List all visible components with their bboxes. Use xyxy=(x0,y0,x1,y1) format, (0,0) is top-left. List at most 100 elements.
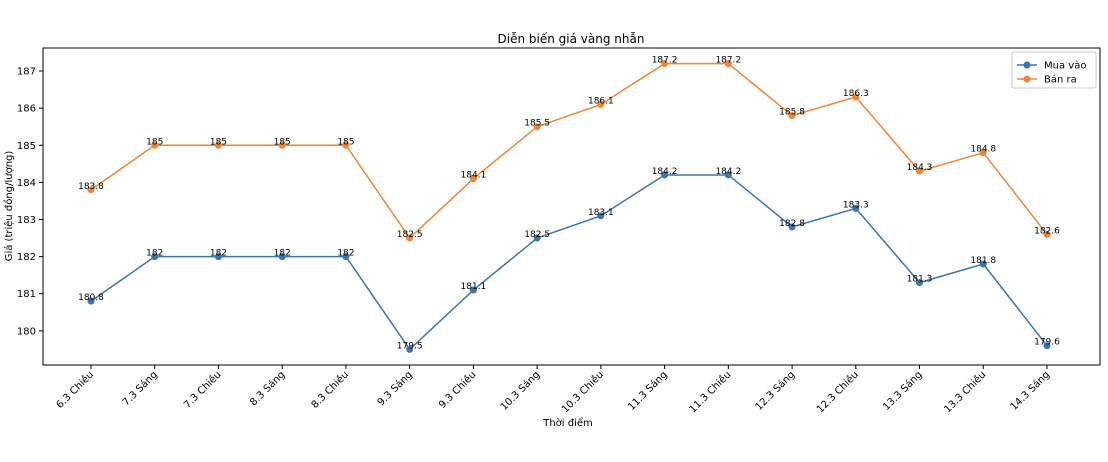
chart-title: Diễn biến giá vàng nhẫn xyxy=(498,32,645,46)
data-label: 183.8 xyxy=(78,182,104,192)
legend: Mua vào Bán ra xyxy=(1011,51,1097,89)
x-tick-label: 12.3 Sáng xyxy=(753,369,797,413)
data-point xyxy=(1043,342,1051,350)
x-tick-label: 8.3 Sáng xyxy=(248,369,288,409)
x-tick-label: 10.3 Sáng xyxy=(498,369,542,413)
series-line-1 xyxy=(90,62,1048,240)
data-label: 182 xyxy=(210,249,227,259)
data-label: 181.1 xyxy=(461,282,487,292)
x-axis-label: Thời điểm xyxy=(542,416,593,429)
data-point xyxy=(979,260,987,268)
data-point xyxy=(916,279,924,287)
legend-marker xyxy=(1023,75,1031,83)
y-tick-label: 181 xyxy=(17,289,36,300)
data-point xyxy=(151,253,159,261)
data-label: 184.8 xyxy=(970,145,996,155)
data-point xyxy=(406,234,414,242)
data-label: 182.8 xyxy=(779,219,805,229)
x-tick-label: 11.3 Chiều xyxy=(687,369,734,416)
x-tick-label: 8.3 Chiều xyxy=(309,369,351,411)
x-tick-label: 9.3 Chiều xyxy=(436,369,478,411)
data-label: 187.2 xyxy=(715,56,741,66)
legend-label: Mua vào xyxy=(1044,60,1086,72)
data-point xyxy=(1043,230,1051,238)
data-label: 187.2 xyxy=(652,56,678,66)
data-point xyxy=(597,212,605,220)
data-label: 182.6 xyxy=(1034,226,1060,236)
data-label: 184.2 xyxy=(715,167,741,177)
data-point xyxy=(597,100,605,108)
data-point xyxy=(724,171,732,179)
x-tick-label: 14.3 Sáng xyxy=(1008,369,1052,413)
data-point xyxy=(151,141,159,149)
data-point xyxy=(278,253,286,261)
x-tick-label: 13.3 Chiều xyxy=(942,369,989,416)
y-tick-label: 185 xyxy=(17,141,36,152)
data-label: 184.3 xyxy=(907,163,933,173)
y-tick-label: 187 xyxy=(17,67,36,78)
x-tick-label: 6.3 Chiều xyxy=(54,369,96,411)
x-tick-label: 7.3 Chiều xyxy=(181,369,223,411)
data-label: 185 xyxy=(146,137,163,147)
x-tick-label: 13.3 Sáng xyxy=(880,369,924,413)
x-tick-label: 9.3 Sáng xyxy=(375,369,415,409)
data-label: 182 xyxy=(337,249,354,259)
data-label: 182.5 xyxy=(524,230,550,240)
data-label: 183.3 xyxy=(843,200,869,210)
legend-label: Bán ra xyxy=(1044,74,1077,86)
x-tick-label: 11.3 Sáng xyxy=(625,369,669,413)
data-point xyxy=(533,234,541,242)
data-label: 184.1 xyxy=(461,171,487,181)
data-point xyxy=(342,253,350,261)
data-label: 182 xyxy=(146,249,163,259)
data-label: 182.5 xyxy=(397,230,423,240)
data-point xyxy=(852,204,860,212)
y-tick-label: 184 xyxy=(17,178,36,189)
data-point xyxy=(661,60,669,68)
y-tick-label: 180 xyxy=(17,326,36,337)
series-line-0 xyxy=(90,174,1048,351)
data-point xyxy=(469,286,477,294)
data-point xyxy=(788,112,796,120)
data-label: 184.2 xyxy=(652,167,678,177)
data-point xyxy=(469,175,477,183)
data-label: 185.5 xyxy=(524,119,550,129)
data-label: 186.3 xyxy=(843,89,869,99)
data-point xyxy=(661,171,669,179)
data-label: 185 xyxy=(274,137,291,147)
data-label: 183.1 xyxy=(588,208,614,218)
data-point xyxy=(406,345,414,353)
y-axis-label: Giá (triệu đồng/lượng) xyxy=(3,151,15,262)
data-point xyxy=(214,141,222,149)
data-label: 179.5 xyxy=(397,341,423,351)
data-label: 186.1 xyxy=(588,96,614,106)
data-point xyxy=(533,123,541,131)
data-label: 185 xyxy=(337,137,354,147)
data-point xyxy=(87,186,95,194)
data-point xyxy=(342,141,350,149)
plot-frame xyxy=(42,47,1101,366)
x-tick-label: 12.3 Chiều xyxy=(814,369,861,416)
y-tick-label: 186 xyxy=(17,104,36,115)
data-point xyxy=(852,93,860,101)
data-label: 181.8 xyxy=(970,256,996,266)
data-label: 180.8 xyxy=(78,293,104,303)
x-tick-label: 10.3 Chiều xyxy=(559,369,606,416)
x-tick-label: 7.3 Sáng xyxy=(120,369,160,409)
data-point xyxy=(278,141,286,149)
data-label: 179.6 xyxy=(1034,338,1060,348)
data-label: 181.3 xyxy=(907,275,933,285)
data-point xyxy=(87,297,95,305)
data-label: 185.8 xyxy=(779,108,805,118)
data-point xyxy=(724,60,732,68)
y-tick-label: 183 xyxy=(17,215,36,226)
data-point xyxy=(979,149,987,157)
data-label: 182 xyxy=(274,249,291,259)
data-point xyxy=(214,253,222,261)
data-point xyxy=(916,167,924,175)
y-tick-label: 182 xyxy=(17,252,36,263)
data-label: 185 xyxy=(210,137,227,147)
legend-marker xyxy=(1023,61,1031,69)
data-point xyxy=(788,223,796,231)
